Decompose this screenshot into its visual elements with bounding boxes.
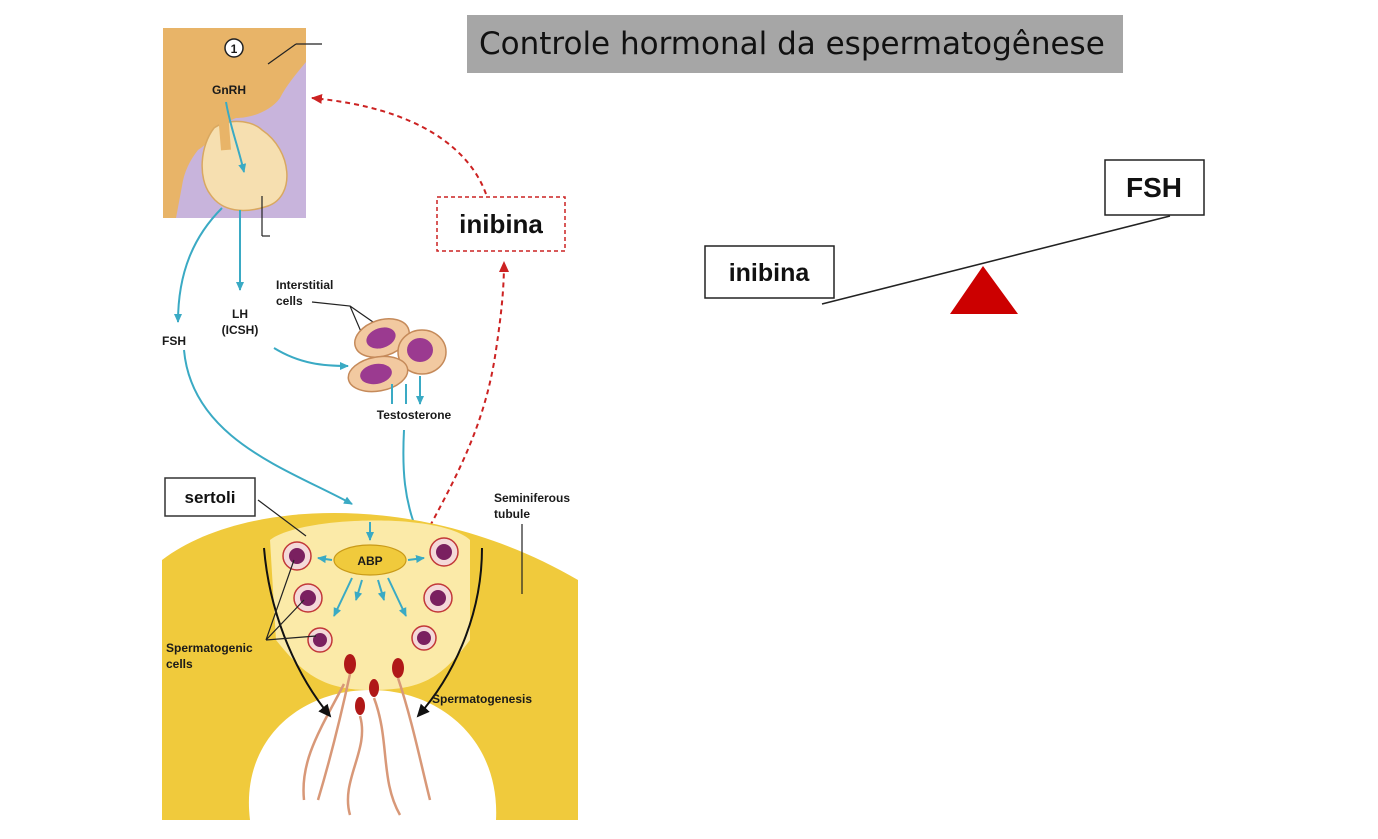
sertoli-label: sertoli [184,488,235,507]
marker-number: 1 [231,42,238,56]
brain-panel: 1 GnRH [163,28,322,237]
sperm-tails [302,673,432,816]
inhibin-label: inibina [459,209,543,239]
balance-right-box [1104,159,1205,216]
balance-left-label: inibina [729,259,811,287]
spermatogenesis-arrow-left [263,547,332,718]
interstitial-label-line1: Interstitial [276,278,333,292]
spermatogenesis-label: Spermatogenesis [432,692,532,706]
sertoli-to-inhibin-arrow [429,261,509,527]
icsh-label: (ICSH) [222,323,259,337]
balance-beam [821,215,1171,305]
balance-fulcrum [950,266,1018,314]
spermatogenic-cells [282,537,459,715]
seminiferous-label-line2: tubule [494,507,530,521]
gnrh-label: GnRH [212,83,246,97]
balance-right-label: FSH [1126,172,1182,203]
inhibin-to-pituitary-arrow [311,93,487,195]
interstitial-cells: Interstitial cells Testosterone [276,278,452,422]
testosterone-label: Testosterone [377,408,452,422]
balance-scale: inibina FSH [704,159,1205,314]
interstitial-label-line2: cells [276,294,303,308]
tubule-lumen [248,690,497,820]
spermatogenic-label-line2: cells [166,657,193,671]
spermatogenic-label-line1: Spermatogenic [166,641,253,655]
hypothalamus [163,28,306,218]
marker-circle [224,38,244,58]
page-title: Controle hormonal da espermatogênese [479,26,1105,62]
spermatogenesis-arrow-right [416,547,483,718]
abp-ellipse [333,544,407,576]
fsh-to-tubule-arrow [183,349,353,505]
testosterone-arrow [402,429,419,535]
title-box: Controle hormonal da espermatogênese [467,15,1123,73]
sertoli-box [164,477,256,517]
seminiferous-label-line1: Seminiferous [494,491,570,505]
inhibin-feedback: inibina [311,93,566,527]
fsh-arrow [174,207,223,323]
lh-to-cells-arrow [273,347,349,370]
abp-label: ABP [357,554,382,568]
abp-arrows [317,522,425,617]
inhibin-box [436,196,566,252]
lh-label: LH [232,307,248,321]
fsh-label: FSH [162,334,186,348]
balance-left-box [704,245,835,299]
